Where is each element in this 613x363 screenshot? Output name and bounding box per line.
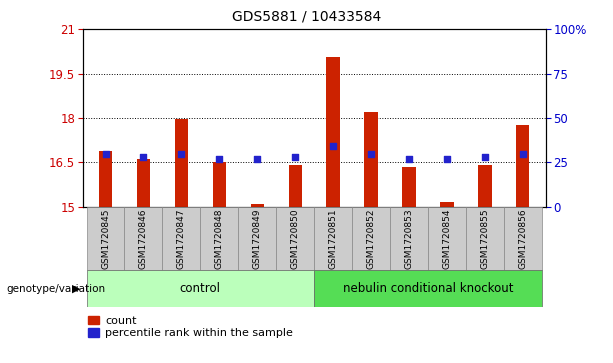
Point: [177, 151, 186, 156]
Point: [404, 156, 414, 162]
Point: [215, 156, 224, 162]
Text: GSM1720852: GSM1720852: [367, 209, 376, 269]
Bar: [238, 207, 276, 270]
Text: nebulin conditional knockout: nebulin conditional knockout: [343, 282, 513, 295]
Bar: [327, 57, 340, 207]
Bar: [390, 207, 428, 270]
Text: genotype/variation: genotype/variation: [6, 284, 105, 294]
Bar: [516, 125, 530, 207]
Text: GSM1720853: GSM1720853: [405, 209, 414, 269]
Bar: [478, 166, 492, 207]
Point: [480, 154, 490, 160]
Bar: [364, 112, 378, 207]
Bar: [466, 207, 504, 270]
Text: GSM1720851: GSM1720851: [329, 209, 338, 269]
Bar: [86, 207, 124, 270]
Bar: [352, 207, 390, 270]
Bar: [428, 207, 466, 270]
Text: GSM1720847: GSM1720847: [177, 209, 186, 269]
Point: [291, 154, 300, 160]
Bar: [162, 207, 200, 270]
Bar: [86, 270, 314, 307]
Text: GSM1720856: GSM1720856: [519, 209, 527, 269]
Point: [253, 156, 262, 162]
Text: GSM1720855: GSM1720855: [481, 209, 489, 269]
Bar: [175, 119, 188, 207]
Text: GSM1720849: GSM1720849: [253, 209, 262, 269]
Bar: [213, 163, 226, 207]
Bar: [137, 159, 150, 207]
Text: control: control: [180, 282, 221, 295]
Point: [328, 143, 338, 149]
Bar: [200, 207, 238, 270]
Point: [442, 156, 452, 162]
Text: GSM1720850: GSM1720850: [291, 209, 300, 269]
Bar: [276, 207, 314, 270]
Point: [518, 151, 528, 156]
Bar: [402, 167, 416, 207]
Bar: [314, 207, 352, 270]
Text: GSM1720845: GSM1720845: [101, 209, 110, 269]
Point: [139, 154, 148, 160]
Bar: [289, 166, 302, 207]
Text: GDS5881 / 10433584: GDS5881 / 10433584: [232, 9, 381, 23]
Text: GSM1720846: GSM1720846: [139, 209, 148, 269]
Bar: [314, 270, 542, 307]
Text: GSM1720854: GSM1720854: [443, 209, 451, 269]
Legend: count, percentile rank within the sample: count, percentile rank within the sample: [88, 316, 293, 338]
Point: [366, 151, 376, 156]
Bar: [504, 207, 542, 270]
Bar: [251, 204, 264, 207]
Point: [101, 151, 110, 156]
Text: ▶: ▶: [72, 284, 81, 294]
Bar: [440, 203, 454, 207]
Text: GSM1720848: GSM1720848: [215, 209, 224, 269]
Bar: [99, 151, 112, 207]
Bar: [124, 207, 162, 270]
